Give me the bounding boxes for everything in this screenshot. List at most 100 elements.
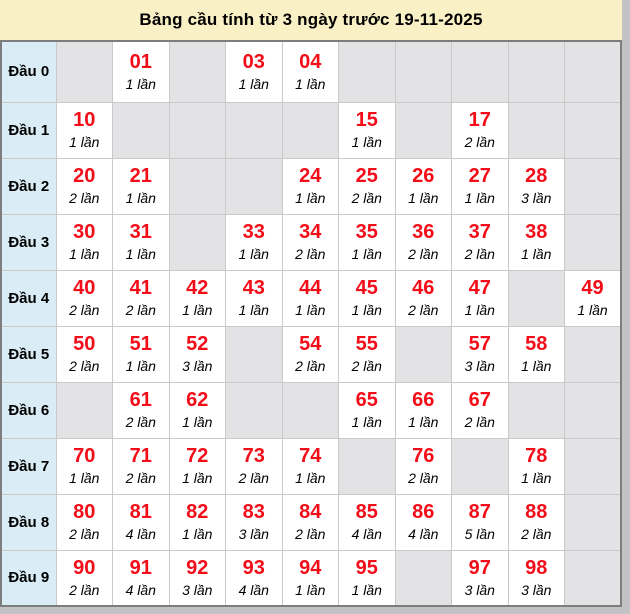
number-count: 1 lần [125, 246, 156, 262]
number-value: 04 [299, 50, 322, 73]
empty-cell [564, 493, 622, 551]
number-value: 70 [73, 445, 96, 467]
number-value: 84 [299, 501, 322, 523]
number-cell: 85 4 lần [338, 493, 396, 551]
table-row: Đầu 9 90 2 lần 91 4 lần 92 3 lần 93 4 lần 94 1 lần… [0, 549, 622, 607]
number-value: 52 [186, 333, 209, 355]
number-value: 03 [242, 50, 265, 73]
table-row: Đầu 0 01 1 lần 03 1 lần 04 1 lần [0, 40, 622, 103]
empty-cell [225, 101, 283, 159]
number-count: 1 lần [69, 134, 100, 150]
number-value: 86 [412, 501, 435, 523]
empty-cell [112, 101, 170, 159]
number-count: 2 lần [69, 526, 100, 542]
empty-cell [564, 325, 622, 383]
number-cell: 35 1 lần [338, 213, 396, 271]
number-count: 1 lần [182, 526, 213, 542]
number-count: 2 lần [464, 246, 495, 262]
number-value: 93 [242, 556, 265, 579]
number-value: 65 [355, 389, 378, 411]
number-value: 21 [129, 165, 152, 187]
number-count: 1 lần [238, 246, 269, 262]
table-row: Đầu 5 50 2 lần 51 1 lần 52 3 lần 54 2 lần 55 2 lần… [0, 325, 622, 383]
number-count: 1 lần [521, 358, 552, 374]
table-title: Bảng cầu tính từ 3 ngày trước 19-11-2025 [139, 10, 483, 29]
number-value: 94 [299, 556, 322, 579]
empty-cell [394, 325, 452, 383]
empty-cell [55, 381, 113, 439]
number-cell: 74 1 lần [281, 437, 339, 495]
number-cell: 81 4 lần [112, 493, 170, 551]
empty-cell [225, 157, 283, 215]
number-cell: 87 5 lần [451, 493, 509, 551]
number-value: 85 [355, 501, 378, 523]
number-value: 27 [468, 165, 491, 187]
number-count: 2 lần [408, 302, 439, 318]
number-count: 3 lần [182, 358, 213, 374]
number-value: 01 [129, 50, 152, 73]
number-cell: 31 1 lần [112, 213, 170, 271]
number-count: 2 lần [238, 470, 269, 486]
number-value: 17 [468, 109, 491, 131]
number-count: 4 lần [238, 581, 269, 598]
number-count: 2 lần [351, 358, 382, 374]
number-count: 2 lần [351, 190, 382, 206]
number-cell: 72 1 lần [168, 437, 226, 495]
number-cell: 90 2 lần [55, 549, 113, 607]
empty-cell [564, 157, 622, 215]
number-value: 98 [525, 556, 548, 579]
empty-cell [168, 40, 226, 103]
number-cell: 76 2 lần [394, 437, 452, 495]
number-value: 30 [73, 221, 96, 243]
number-cell: 47 1 lần [451, 269, 509, 327]
number-cell: 38 1 lần [507, 213, 565, 271]
number-cell: 70 1 lần [55, 437, 113, 495]
number-value: 46 [412, 277, 435, 299]
number-count: 2 lần [408, 470, 439, 486]
empty-cell [338, 437, 396, 495]
empty-cell [225, 381, 283, 439]
number-cell: 71 2 lần [112, 437, 170, 495]
number-cell: 83 3 lần [225, 493, 283, 551]
row-label: Đầu 1 [0, 101, 57, 159]
number-count: 1 lần [351, 581, 382, 598]
number-count: 1 lần [464, 190, 495, 206]
number-value: 33 [242, 221, 265, 243]
number-count: 2 lần [295, 358, 326, 374]
number-value: 24 [299, 165, 322, 187]
empty-cell [507, 101, 565, 159]
number-value: 20 [73, 165, 96, 187]
number-count: 4 lần [408, 526, 439, 542]
empty-cell [564, 40, 622, 103]
number-count: 1 lần [351, 302, 382, 318]
empty-cell [338, 40, 396, 103]
number-count: 1 lần [69, 246, 100, 262]
number-cell: 54 2 lần [281, 325, 339, 383]
number-value: 71 [129, 445, 152, 467]
number-count: 1 lần [577, 302, 608, 318]
number-count: 1 lần [238, 75, 269, 92]
number-cell: 20 2 lần [55, 157, 113, 215]
number-value: 67 [468, 389, 491, 411]
number-count: 2 lần [125, 414, 156, 430]
number-count: 2 lần [69, 302, 100, 318]
number-value: 66 [412, 389, 435, 411]
number-count: 1 lần [408, 414, 439, 430]
number-cell: 88 2 lần [507, 493, 565, 551]
lottery-frequency-board: Bảng cầu tính từ 3 ngày trước 19-11-2025… [0, 0, 622, 607]
number-cell: 03 1 lần [225, 40, 283, 103]
row-label: Đầu 8 [0, 493, 57, 551]
number-count: 3 lần [521, 581, 552, 598]
number-value: 36 [412, 221, 435, 243]
empty-cell [394, 549, 452, 607]
empty-cell [281, 101, 339, 159]
number-cell: 41 2 lần [112, 269, 170, 327]
number-cell: 25 2 lần [338, 157, 396, 215]
number-value: 35 [355, 221, 378, 243]
number-value: 49 [581, 277, 604, 299]
table-row: Đầu 4 40 2 lần 41 2 lần 42 1 lần 43 1 lần 44 1 lần… [0, 269, 622, 327]
number-value: 61 [129, 389, 152, 411]
number-cell: 55 2 lần [338, 325, 396, 383]
number-count: 1 lần [295, 302, 326, 318]
number-cell: 26 1 lần [394, 157, 452, 215]
